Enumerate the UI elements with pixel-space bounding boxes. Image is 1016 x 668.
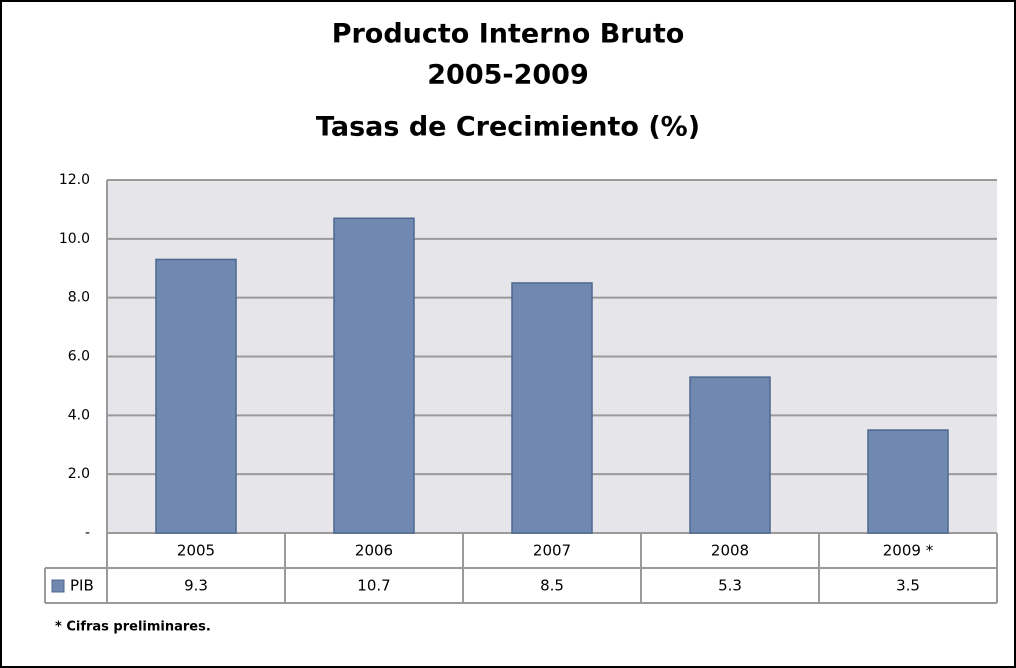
y-tick-label: 10.0	[59, 231, 90, 247]
y-tick-label: 2.0	[68, 466, 90, 482]
legend-label: PIB	[70, 577, 94, 595]
table-value: 5.3	[718, 577, 742, 595]
y-tick-label: 12.0	[59, 172, 90, 188]
table-value: 10.7	[357, 577, 390, 595]
y-tick-label: 8.0	[68, 290, 90, 306]
footnote: * Cifras preliminares.	[55, 620, 211, 635]
table-value: 3.5	[896, 577, 920, 595]
chart-title: Tasas de Crecimiento (%)	[316, 112, 700, 143]
bar	[155, 258, 237, 534]
bar	[333, 217, 415, 534]
table-value: 9.3	[184, 577, 208, 595]
x-tick-label: 2009 *	[883, 542, 934, 560]
chart-title: 2005-2009	[427, 60, 589, 91]
x-tick-label: 2007	[533, 542, 571, 560]
table-value: 8.5	[540, 577, 564, 595]
bar	[511, 282, 593, 534]
x-tick-label: 2006	[355, 542, 393, 560]
bar	[867, 429, 949, 534]
x-tick-label: 2008	[711, 542, 749, 560]
bar	[689, 376, 771, 534]
y-tick-label: 4.0	[68, 407, 90, 423]
y-tick-label: 6.0	[68, 349, 90, 365]
chart-title: Producto Interno Bruto	[332, 19, 685, 50]
y-tick-label: -	[85, 525, 90, 541]
legend-swatch	[51, 579, 65, 593]
x-tick-label: 2005	[177, 542, 215, 560]
